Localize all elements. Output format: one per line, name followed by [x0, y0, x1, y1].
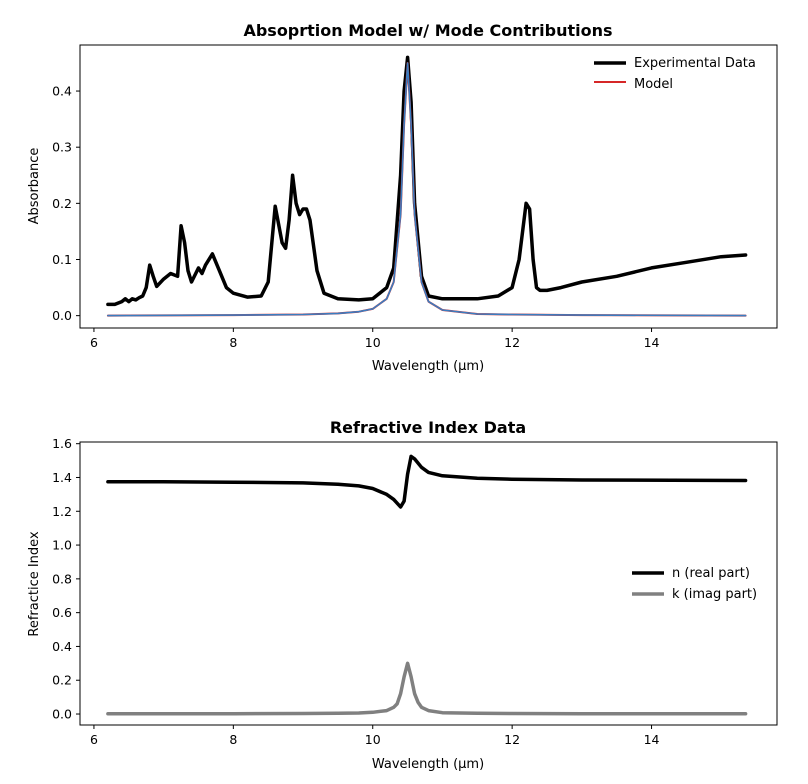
y-axis: 0.0 0.2 0.4 0.6 0.8 1.0 1.2 1.4 1.6 — [52, 436, 80, 722]
y-tick-label: 1.4 — [52, 470, 72, 485]
y-axis-label: Absorbance — [27, 148, 42, 225]
x-axis: 6 8 10 12 14 — [90, 725, 660, 747]
chart-title: Absoprtion Model w/ Mode Contributions — [243, 21, 612, 40]
x-tick-label: 6 — [90, 732, 98, 747]
series-line-model — [106, 62, 747, 317]
y-axis: 0.0 0.1 0.2 0.3 0.4 — [52, 84, 80, 323]
legend: n (real part) k (imag part) — [632, 566, 757, 602]
x-axis-label: Wavelength (μm) — [372, 757, 484, 772]
y-axis-label: Refractice Index — [27, 531, 42, 637]
legend-label-experimental: Experimental Data — [634, 56, 756, 71]
x-tick-label: 14 — [644, 732, 660, 747]
y-tick-label: 0.1 — [52, 252, 72, 267]
plot-frame — [79, 44, 778, 329]
series-layer — [106, 454, 748, 716]
legend-label-k: k (imag part) — [672, 587, 757, 602]
x-tick-label: 8 — [229, 335, 237, 350]
legend-label-model: Model — [634, 77, 673, 92]
y-tick-label: 0.4 — [52, 84, 72, 99]
legend: Experimental Data Model — [594, 56, 756, 92]
y-tick-label: 0.3 — [52, 140, 72, 155]
y-tick-label: 0.4 — [52, 639, 72, 654]
plot-frame — [79, 441, 778, 726]
y-tick-label: 0.8 — [52, 571, 72, 586]
y-tick-label: 0.0 — [52, 707, 72, 722]
x-tick-label: 10 — [365, 335, 381, 350]
y-tick-label: 0.6 — [52, 605, 72, 620]
y-tick-label: 0.2 — [52, 673, 72, 688]
y-tick-label: 0.2 — [52, 196, 72, 211]
x-tick-label: 8 — [229, 732, 237, 747]
x-axis-label: Wavelength (μm) — [372, 359, 484, 374]
absorption-chart: Absoprtion Model w/ Mode Contributions 6… — [27, 21, 778, 374]
x-tick-label: 6 — [90, 335, 98, 350]
y-tick-label: 1.6 — [52, 436, 72, 451]
x-tick-label: 10 — [365, 732, 381, 747]
x-tick-label: 12 — [504, 732, 520, 747]
refractive-index-chart: Refractive Index Data 6 8 10 12 14 0.0 0.2 0.4… — [27, 418, 778, 772]
y-tick-label: 0.0 — [52, 308, 72, 323]
x-tick-label: 14 — [644, 335, 660, 350]
series-line-k-imag-part — [106, 661, 748, 716]
legend-label-n: n (real part) — [672, 566, 750, 581]
y-tick-label: 1.2 — [52, 504, 72, 519]
series-line-experimental-data — [106, 55, 748, 307]
series-line-n-real-part — [106, 454, 748, 509]
series-line-mode-contribution — [107, 62, 747, 317]
y-tick-label: 1.0 — [52, 538, 72, 553]
x-tick-label: 12 — [504, 335, 520, 350]
x-axis: 6 8 10 12 14 — [90, 328, 660, 350]
series-layer — [106, 55, 748, 317]
chart-title: Refractive Index Data — [330, 418, 526, 437]
